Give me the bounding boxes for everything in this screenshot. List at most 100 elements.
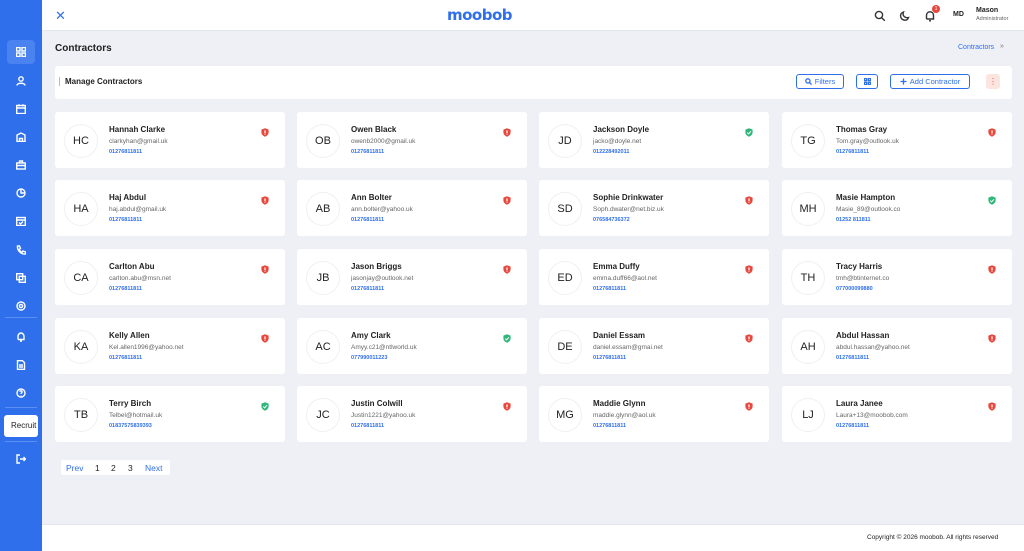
contractor-email: clarkyhan@gmail.uk xyxy=(109,138,168,145)
contractor-card[interactable]: TG Thomas Gray Tom.gray@outlook.uk 01276811… xyxy=(782,112,1012,168)
user-icon[interactable] xyxy=(7,69,35,93)
contractor-email: daniel.essam@gmai.net xyxy=(593,344,663,351)
contractor-card[interactable]: KA Kelly Allen Kel.allen1996@yahoo.net 0127… xyxy=(55,318,285,374)
copy-icon[interactable] xyxy=(7,266,35,290)
grid-icon[interactable] xyxy=(7,40,35,64)
next-page-button[interactable]: Next xyxy=(145,463,163,473)
contractor-card[interactable]: TB Terry Birch Telbel@hotmail.uk 0183757583… xyxy=(55,386,285,442)
contractor-name[interactable]: Terry Birch xyxy=(109,399,152,408)
building-icon[interactable] xyxy=(7,125,35,149)
contractor-avatar: KA xyxy=(64,330,98,364)
briefcase-icon[interactable] xyxy=(7,153,35,177)
contractor-name[interactable]: Amy Clark xyxy=(351,331,391,340)
contractor-name[interactable]: Tracy Harris xyxy=(836,262,883,271)
contractor-avatar: OB xyxy=(306,124,340,158)
contractor-name[interactable]: Owen Black xyxy=(351,125,397,134)
contractor-phone: 01276811811 xyxy=(109,217,143,223)
contractor-name[interactable]: Haj Abdul xyxy=(109,193,147,202)
settings-icon[interactable] xyxy=(7,294,35,318)
contractor-name[interactable]: Jason Briggs xyxy=(351,262,402,271)
recruit-button[interactable]: Recruit xyxy=(4,415,38,437)
contractor-name[interactable]: Justin Colwill xyxy=(351,399,403,408)
grid-view-button[interactable] xyxy=(856,74,878,89)
contractor-avatar: MG xyxy=(548,398,582,432)
contractor-phone: 01276811811 xyxy=(593,355,627,361)
shield-alert-icon xyxy=(503,398,511,411)
bell-icon[interactable] xyxy=(7,325,35,349)
contractor-name[interactable]: Masie Hampton xyxy=(836,193,896,202)
contractor-avatar: AB xyxy=(306,192,340,226)
help-icon[interactable] xyxy=(7,381,35,405)
contractor-phone: 01276811811 xyxy=(351,423,385,429)
contractor-avatar: AH xyxy=(791,330,825,364)
contractor-card[interactable]: AB Ann Bolter ann.bolter@yahoo.uk 012768118… xyxy=(297,180,527,236)
contractor-card[interactable]: TH Tracy Harris tmh@btinternet.co 077000099… xyxy=(782,249,1012,305)
contractor-email: Justin1221@yahoo.uk xyxy=(351,412,416,419)
grid-icon xyxy=(863,78,871,85)
calendar-icon[interactable] xyxy=(7,97,35,121)
contractor-avatar: JC xyxy=(306,398,340,432)
contractor-avatar: LJ xyxy=(791,398,825,432)
contractor-card[interactable]: JC Justin Colwill Justin1221@yahoo.uk 01276… xyxy=(297,386,527,442)
page-title: Contractors xyxy=(55,43,112,54)
contractor-email: haj.abdul@gmail.uk xyxy=(109,206,167,213)
contractor-name[interactable]: Hannah Clarke xyxy=(109,125,166,134)
chart-icon[interactable] xyxy=(7,181,35,205)
contractor-name[interactable]: Emma Duffy xyxy=(593,262,640,271)
contractor-card[interactable]: SD Sophie Drinkwater Soph.dwater@net.biz.u… xyxy=(539,180,769,236)
contractor-name[interactable]: Carlton Abu xyxy=(109,262,155,271)
contractor-card[interactable]: HA Haj Abdul haj.abdul@gmail.uk 01276811811 xyxy=(55,180,285,236)
contractor-card[interactable]: AH Abdul Hassan abdul.hassan@yahoo.net 0127… xyxy=(782,318,1012,374)
contractor-card[interactable]: JB Jason Briggs jasonjay@outlook.net 012768… xyxy=(297,249,527,305)
close-icon[interactable]: ✕ xyxy=(55,8,66,23)
contractor-email: emma.duff66@aol.net xyxy=(593,275,657,282)
contractor-name[interactable]: Abdul Hassan xyxy=(836,331,890,340)
document-icon[interactable] xyxy=(7,353,35,377)
calendar-check-icon[interactable] xyxy=(7,209,35,233)
contractor-name[interactable]: Sophie Drinkwater xyxy=(593,193,664,202)
shield-alert-icon xyxy=(745,192,753,205)
notification-bell-icon[interactable] xyxy=(924,9,936,22)
contractor-card[interactable]: HC Hannah Clarke clarkyhan@gmail.uk 0127681… xyxy=(55,112,285,168)
add-contractor-label: Add Contractor xyxy=(909,77,961,86)
contractor-name[interactable]: Jackson Doyle xyxy=(593,125,650,134)
page-1-button[interactable]: 1 xyxy=(95,463,100,473)
logout-icon[interactable] xyxy=(7,447,35,471)
contractor-email: Soph.dwater@net.biz.uk xyxy=(593,206,664,213)
phone-icon[interactable] xyxy=(7,238,35,262)
moon-icon[interactable] xyxy=(899,9,911,21)
contractor-name[interactable]: Kelly Allen xyxy=(109,331,150,340)
contractor-card[interactable]: LJ Laura Janee Laura+13@moobob.com 01276811… xyxy=(782,386,1012,442)
contractor-phone: 01276811811 xyxy=(351,217,385,223)
contractor-phone: 01276811811 xyxy=(593,286,627,292)
copyright-text: Copyright © 2026 moobob. All rights rese… xyxy=(867,534,999,541)
filters-button[interactable]: Filters xyxy=(796,74,844,89)
contractor-phone: 01276811811 xyxy=(109,355,143,361)
search-icon[interactable] xyxy=(874,9,886,22)
page-3-button[interactable]: 3 xyxy=(128,463,133,473)
contractor-card[interactable]: ED Emma Duffy emma.duff66@aol.net 012768118… xyxy=(539,249,769,305)
more-options-button[interactable]: ⋮ xyxy=(986,74,1000,89)
contractor-card[interactable]: DE Daniel Essam daniel.essam@gmai.net 01276… xyxy=(539,318,769,374)
sidebar-divider xyxy=(5,317,37,318)
top-header: ✕ moobob 1 MD Mason Administrator xyxy=(42,0,1024,31)
contractor-card[interactable]: MG Maddie Glynn maddie.glynn@aol.uk 0127681… xyxy=(539,386,769,442)
contractor-card[interactable]: JD Jackson Doyle jacko@doyle.net 0122284920… xyxy=(539,112,769,168)
contractor-phone: 01276811811 xyxy=(351,149,385,155)
contractor-email: Telbel@hotmail.uk xyxy=(109,412,163,419)
shield-alert-icon xyxy=(988,398,996,411)
avatar[interactable]: MD xyxy=(953,11,964,18)
contractor-name[interactable]: Ann Bolter xyxy=(351,193,392,202)
prev-page-button[interactable]: Prev xyxy=(66,463,84,473)
breadcrumb[interactable]: Contractors xyxy=(958,44,995,51)
contractor-card[interactable]: OB Owen Black owenb2000@gmail.uk 0127681181… xyxy=(297,112,527,168)
contractor-card[interactable]: AC Amy Clark Amyy.c21@ntlworld.uk 077990011… xyxy=(297,318,527,374)
contractor-card[interactable]: MH Masie Hampton Masie_89@outlook.co 01252 … xyxy=(782,180,1012,236)
contractor-name[interactable]: Maddie Glynn xyxy=(593,399,646,408)
page-2-button[interactable]: 2 xyxy=(111,463,116,473)
contractor-card[interactable]: CA Carlton Abu carlton.abu@msn.net 01276811… xyxy=(55,249,285,305)
contractor-name[interactable]: Laura Janee xyxy=(836,399,883,408)
contractor-name[interactable]: Daniel Essam xyxy=(593,331,646,340)
add-contractor-button[interactable]: Add Contractor xyxy=(890,74,970,89)
contractor-name[interactable]: Thomas Gray xyxy=(836,125,888,134)
